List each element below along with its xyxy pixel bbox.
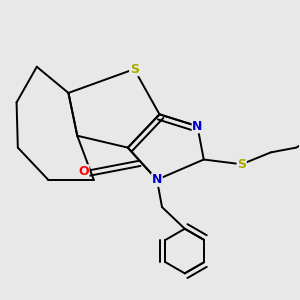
Text: S: S	[237, 158, 246, 171]
Text: O: O	[78, 165, 89, 178]
Text: N: N	[192, 120, 203, 133]
Text: S: S	[130, 63, 139, 76]
Text: N: N	[152, 173, 162, 186]
